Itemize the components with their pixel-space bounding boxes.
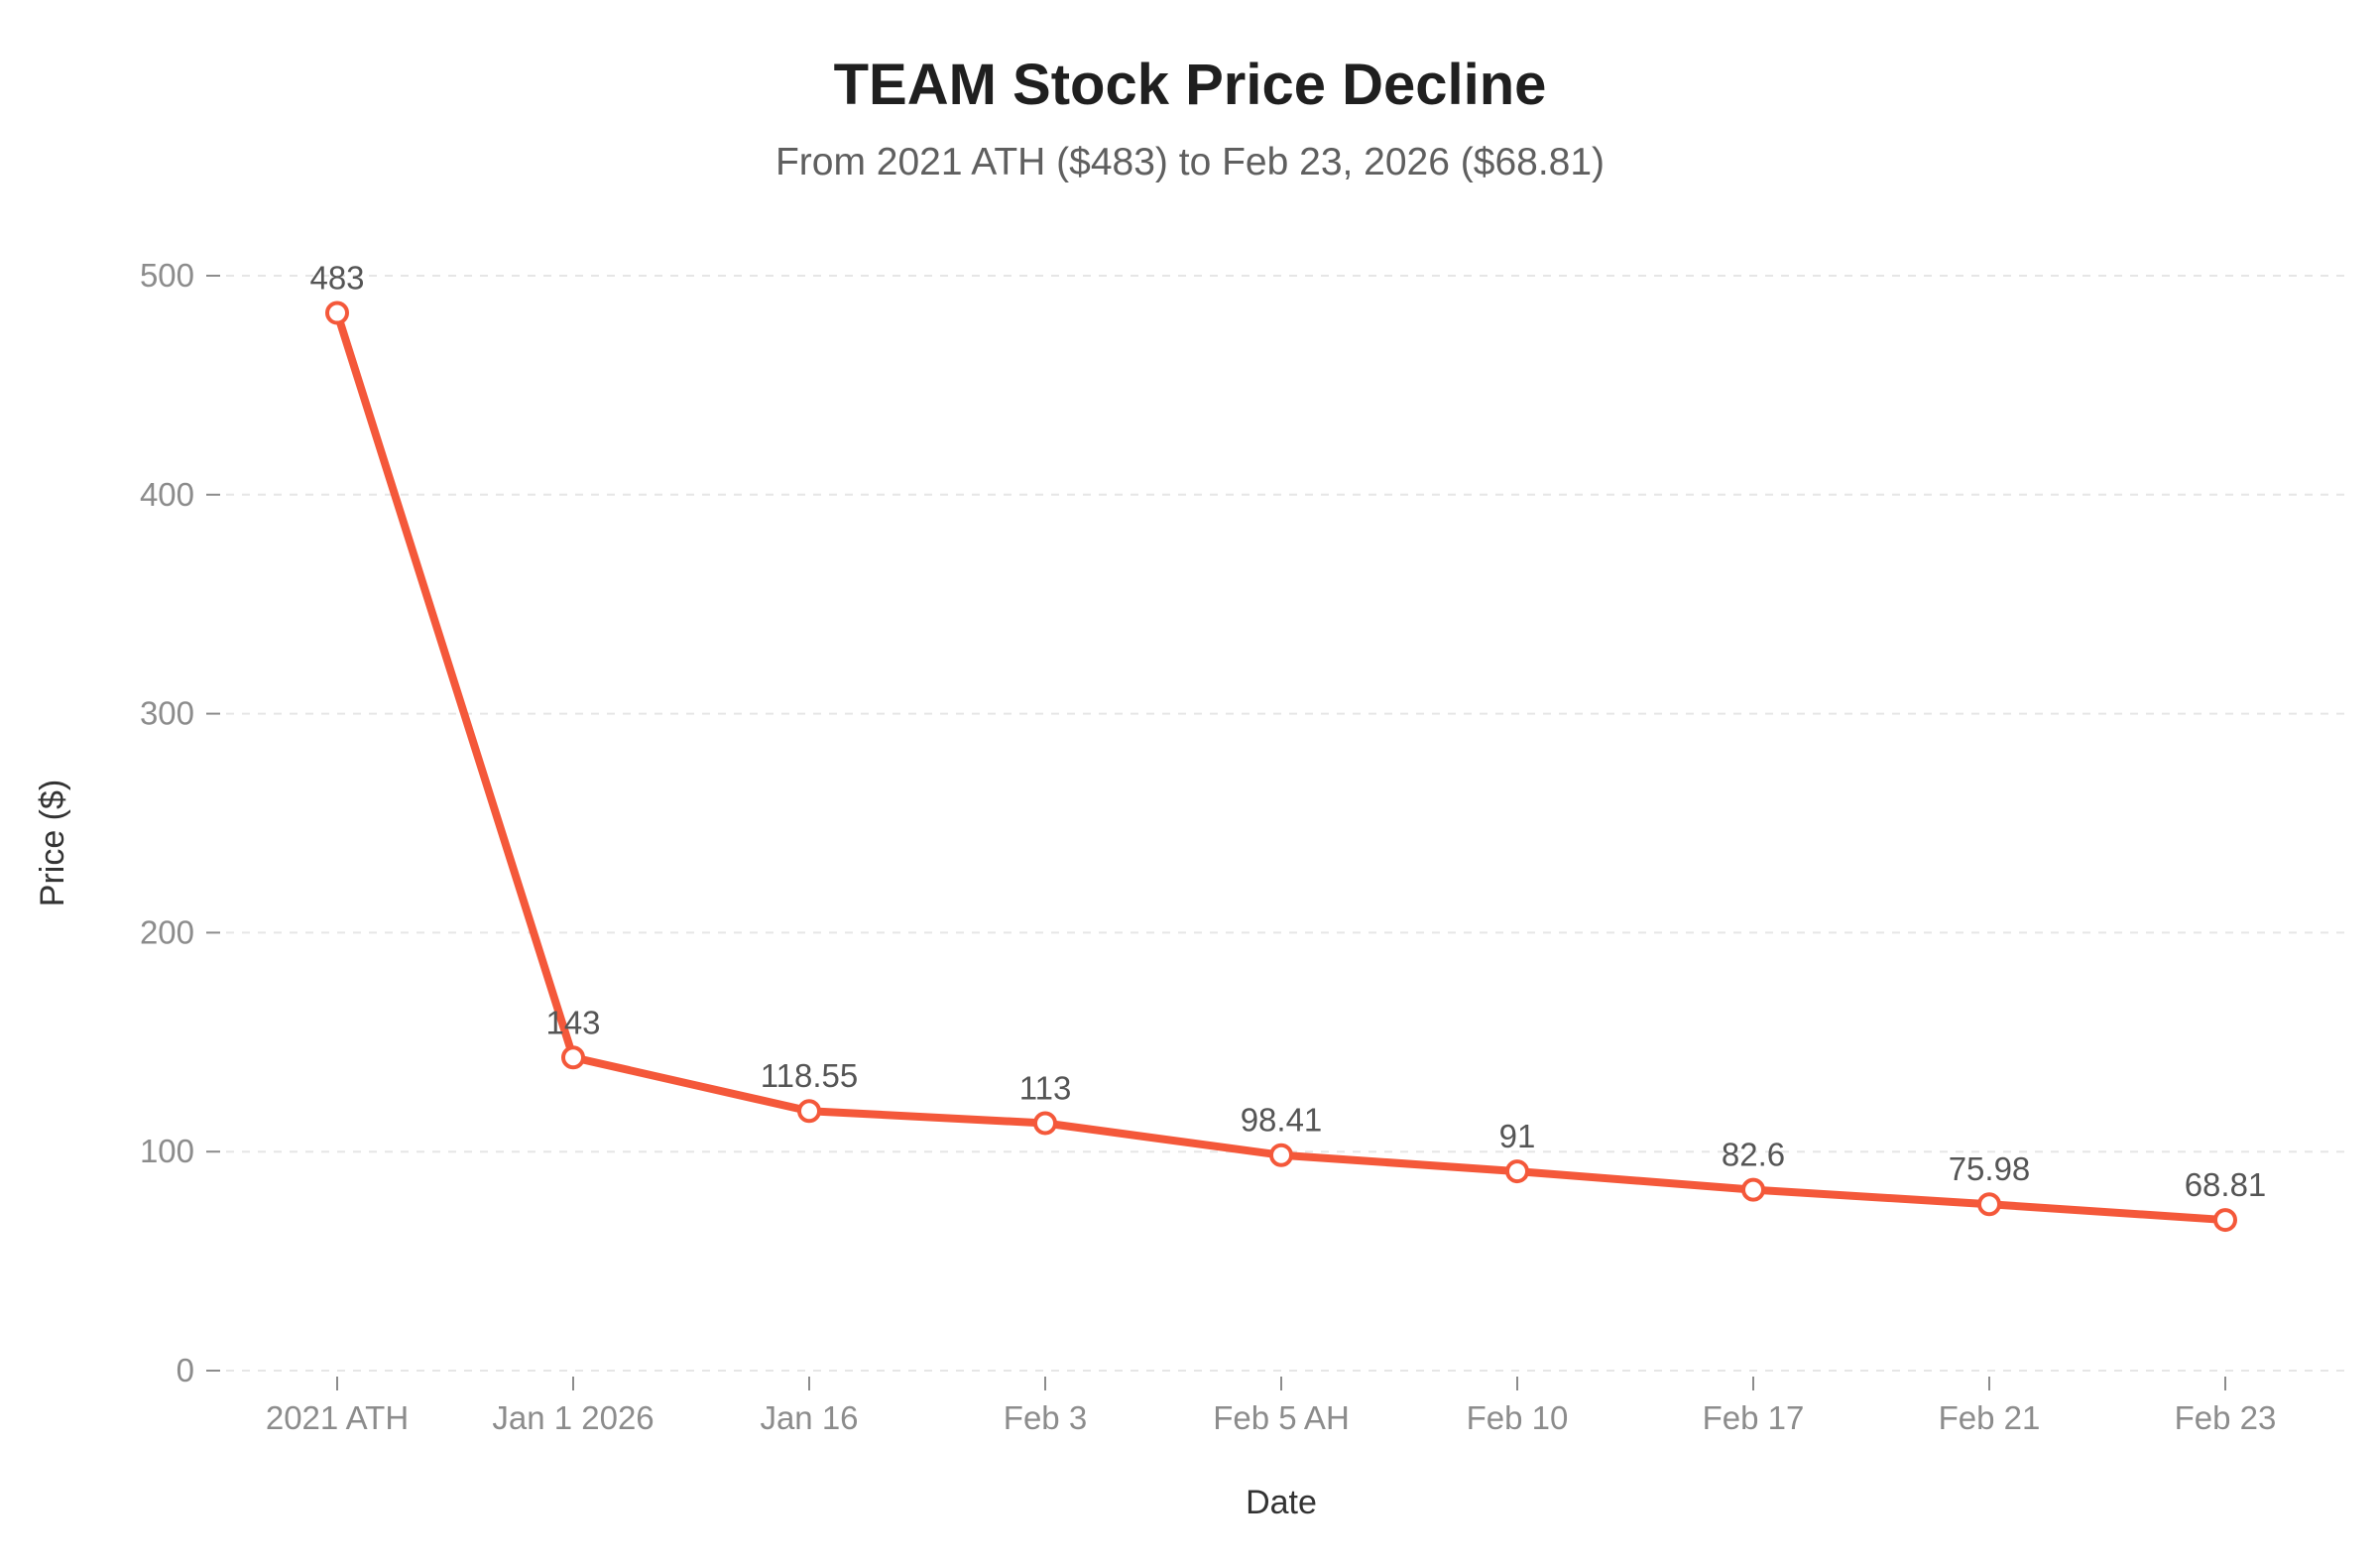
- data-label: 113: [1019, 1069, 1072, 1106]
- x-axis: 2021 ATH Jan 1 2026 Jan 16 Feb 3 Feb 5 AH Feb…: [226, 1370, 2344, 1436]
- x-tick-label: Feb 23: [2175, 1399, 2277, 1436]
- data-label: 82.6: [1722, 1137, 1785, 1173]
- x-tick-label: Jan 1 2026: [492, 1399, 654, 1436]
- y-tick-label: 100: [140, 1133, 194, 1169]
- x-tick-label: Feb 21: [1939, 1399, 2041, 1436]
- y-tick-label: 300: [140, 695, 194, 732]
- data-label: 91: [1499, 1118, 1536, 1154]
- data-point[interactable]: [1741, 1177, 1765, 1202]
- y-tick-label: 0: [177, 1352, 194, 1388]
- x-tick-label: 2021 ATH: [266, 1399, 409, 1436]
- data-label: 75.98: [1949, 1150, 2031, 1187]
- chart-subtitle: From 2021 ATH ($483) to Feb 23, 2026 ($6…: [774, 141, 1606, 183]
- x-axis-title: Date: [1246, 1484, 1317, 1521]
- chart-title: TEAM Stock Price Decline: [833, 53, 1547, 117]
- data-label: 118.55: [761, 1057, 858, 1094]
- data-point[interactable]: [1505, 1159, 1529, 1184]
- data-point[interactable]: [1033, 1111, 1057, 1136]
- data-point[interactable]: [1977, 1192, 2001, 1217]
- x-tick-label: Feb 3: [1004, 1399, 1087, 1436]
- data-labels: 483 143 118.55 113 98.41 91 82.6 75.98 68.81: [309, 260, 2266, 1204]
- data-points: [325, 301, 2237, 1233]
- y-tick-label: 500: [140, 257, 194, 294]
- data-point[interactable]: [561, 1045, 585, 1070]
- y-axis-title: Price ($): [34, 780, 71, 906]
- data-label: 143: [545, 1004, 600, 1040]
- x-tick-label: Feb 17: [1703, 1399, 1805, 1436]
- data-point[interactable]: [797, 1099, 821, 1124]
- x-tick-label: Jan 16: [760, 1399, 858, 1436]
- y-tick-label: 200: [140, 913, 194, 950]
- data-label: 98.41: [1241, 1102, 1323, 1139]
- x-tick-label: Feb 5 AH: [1213, 1399, 1350, 1436]
- x-tick-label: Feb 10: [1467, 1399, 1569, 1436]
- data-point[interactable]: [325, 301, 349, 325]
- data-label: 68.81: [2185, 1166, 2267, 1203]
- data-point[interactable]: [2213, 1208, 2237, 1233]
- data-label: 483: [309, 260, 364, 297]
- data-point[interactable]: [1269, 1143, 1293, 1167]
- y-tick-label: 400: [140, 476, 194, 513]
- series-line: [333, 308, 2229, 1225]
- y-axis: 0 100 200 300 400 500: [140, 257, 220, 1388]
